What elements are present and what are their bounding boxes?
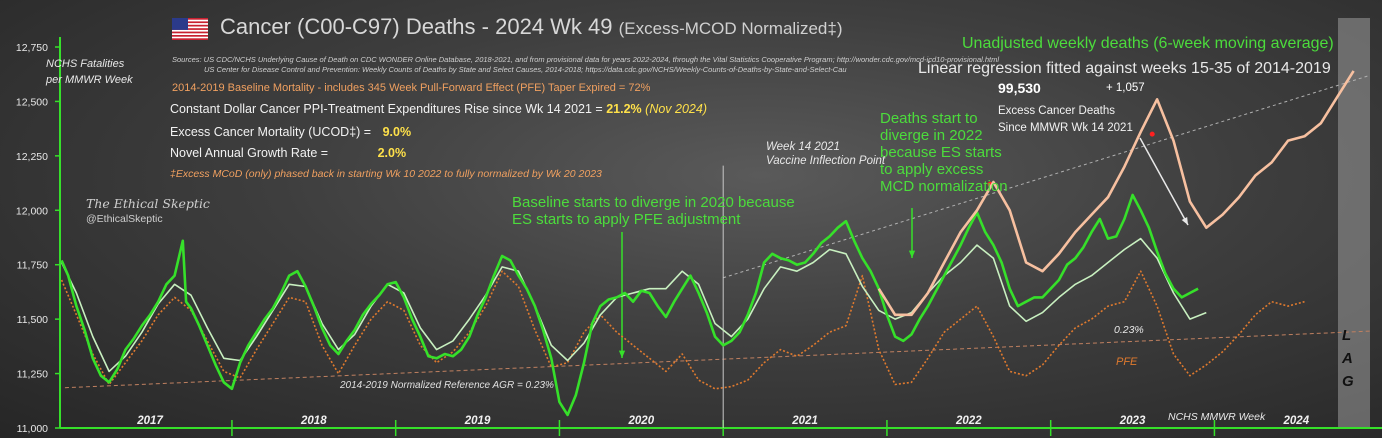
- y-axis-title-1: NCHS Fatalities: [46, 58, 125, 70]
- stat-ppi-value: 21.2%: [606, 102, 642, 116]
- nchs-week-label: NCHS MMWR Week: [1168, 411, 1266, 423]
- y-tick-label: 12,500: [16, 96, 48, 108]
- year-label: 2021: [791, 415, 818, 427]
- pfe-label: PFE: [1116, 356, 1138, 368]
- year-label: 2022: [955, 415, 982, 427]
- chart-subtitle: (Excess-MCOD Normalized‡): [618, 19, 843, 38]
- chart-title: Cancer (C00-C97) Deaths - 2024 Wk 49 (Ex…: [220, 14, 843, 40]
- arrow-baseline-2020-head: [618, 350, 626, 358]
- year-label: 2017: [136, 415, 163, 427]
- diverge-line-5: MCD normalization: [880, 178, 1008, 195]
- stat-ppi-label: Constant Dollar Cancer PPI-Treatment Exp…: [170, 102, 603, 116]
- lag-letter-l: L: [1342, 327, 1352, 344]
- series-group: [60, 70, 1355, 417]
- diverge-line-4: to apply excess: [880, 161, 984, 178]
- stat-ppi-date: (Nov 2024): [645, 102, 707, 116]
- arrow-excess-label-head: [1181, 217, 1188, 225]
- y-tick-label: 11,750: [17, 260, 48, 272]
- diverge-line-3: because ES starts: [880, 144, 1002, 161]
- baseline-note: 2014-2019 Baseline Mortality - includes …: [172, 82, 651, 94]
- year-label: 2023: [1119, 415, 1146, 427]
- year-label: 2020: [628, 415, 655, 427]
- baseline-2020-note: Baseline starts to diverge in 2020 becau…: [512, 194, 795, 228]
- y-tick-label: 11,500: [17, 314, 48, 326]
- series-line-green: [60, 193, 1199, 417]
- agr-short-label: 0.23%: [1114, 324, 1144, 336]
- y-axis: 11,000 11,250 11,500 11,750 12,000 12,250 12,5…: [16, 37, 61, 435]
- brand-name: The Ethical Skeptic: [86, 196, 210, 211]
- series-line-peach: [877, 70, 1355, 317]
- series-line-pfe: [60, 270, 1305, 390]
- excess-plus: + 1,057: [1106, 82, 1145, 94]
- arrow-diverge-2022-head: [908, 250, 916, 258]
- y-tick-label: 11,250: [17, 369, 48, 381]
- week14-note: Week 14 2021 Vaccine Inflection Point: [766, 140, 885, 168]
- crossing-marker: [1149, 131, 1155, 137]
- excess-label-line-2: Since MMWR Wk 14 2021: [998, 122, 1133, 134]
- brand-handle: @EthicalSkeptic: [86, 213, 163, 225]
- diverge-line-1: Deaths start to: [880, 110, 978, 127]
- y-tick-label: 11,000: [17, 423, 48, 435]
- baseline-2020-line-2: ES starts to apply PFE adjustment: [512, 211, 741, 228]
- week14-line-2: Vaccine Inflection Point: [766, 155, 886, 167]
- excess-total: 99,530: [998, 80, 1041, 96]
- y-tick-label: 12,750: [16, 42, 48, 54]
- excess-deaths-label: Excess Cancer Deaths Since MMWR Wk 14 20…: [998, 103, 1133, 137]
- footnote: ‡Excess MCoD (only) phased back in start…: [170, 168, 602, 180]
- x-axis: 2017 2018 2019 2020 2021 2022 2023 2024: [60, 415, 1382, 436]
- year-label: 2018: [300, 415, 327, 427]
- chart-title-main: Cancer (C00-C97) Deaths - 2024 Wk 49: [220, 14, 613, 39]
- lag-letter-a: A: [1342, 350, 1353, 367]
- regression-label: Linear regression fitted against weeks 1…: [918, 60, 1331, 77]
- y-axis-title-2: per MMWR Week: [46, 74, 133, 86]
- y-tick-label: 12,250: [16, 151, 48, 163]
- agr-reference-line: [64, 330, 1371, 389]
- week14-line-1: Week 14 2021: [766, 141, 840, 153]
- stat-excess-value: 9.0%: [382, 125, 412, 139]
- sources-line-1: Sources: US CDC/NCHS Underlying Cause of…: [172, 55, 1000, 64]
- diverge-2022-note: Deaths start to diverge in 2022 because …: [880, 110, 1008, 195]
- stat-excess: Excess Cancer Mortality (UCOD‡) = 9.0%: [170, 125, 411, 139]
- arrow-excess-label: [1139, 137, 1189, 226]
- stat-growth-value: 2.0%: [377, 146, 407, 160]
- stat-ppi: Constant Dollar Cancer PPI-Treatment Exp…: [170, 102, 707, 116]
- series-line-baseline: [60, 237, 1207, 373]
- y-tick-label: 12,000: [16, 205, 48, 217]
- unadjusted-label: Unadjusted weekly deaths (6-week moving …: [962, 35, 1334, 52]
- sources-note: Sources: US CDC/NCHS Underlying Cause of…: [172, 55, 999, 75]
- baseline-2020-line-1: Baseline starts to diverge in 2020 becau…: [512, 194, 795, 211]
- stat-growth-label: Novel Annual Growth Rate =: [170, 146, 329, 160]
- sources-line-2: US Center for Disease Control and Preven…: [204, 65, 847, 74]
- agr-label: 2014-2019 Normalized Reference AGR = 0.2…: [340, 380, 554, 391]
- us-flag-icon: [172, 18, 208, 40]
- stat-growth: Novel Annual Growth Rate = 2.0%: [170, 146, 406, 160]
- regression-line: [723, 74, 1371, 279]
- year-label: 2024: [1283, 415, 1310, 427]
- year-label: 2019: [464, 415, 491, 427]
- excess-label-line-1: Excess Cancer Deaths: [998, 105, 1115, 117]
- diverge-line-2: diverge in 2022: [880, 127, 983, 144]
- stat-excess-label: Excess Cancer Mortality (UCOD‡) =: [170, 125, 372, 139]
- lag-letter-g: G: [1342, 373, 1354, 390]
